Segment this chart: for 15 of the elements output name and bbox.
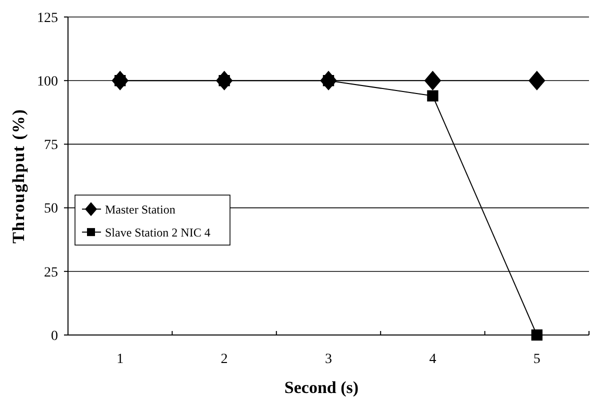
y-tick-label: 50: [44, 202, 58, 217]
legend-label: Slave Station 2 NIC 4: [105, 225, 210, 240]
x-axis-title: Second (s): [284, 378, 359, 397]
y-tick-label: 25: [44, 265, 58, 280]
x-tick-label: 3: [325, 352, 332, 367]
y-tick-label: 100: [37, 74, 58, 90]
x-tick-label: 4: [429, 352, 436, 367]
x-tick-label: 5: [533, 352, 540, 367]
legend-label: Master Station: [105, 202, 176, 216]
y-tick-label: 125: [37, 10, 58, 26]
y-tick-label: 75: [44, 138, 58, 154]
y-axis-title: Throughput (%): [9, 108, 28, 244]
y-tick-label: 0: [51, 328, 58, 344]
x-tick-label: 2: [220, 352, 228, 367]
x-tick-label: 1: [116, 352, 124, 367]
